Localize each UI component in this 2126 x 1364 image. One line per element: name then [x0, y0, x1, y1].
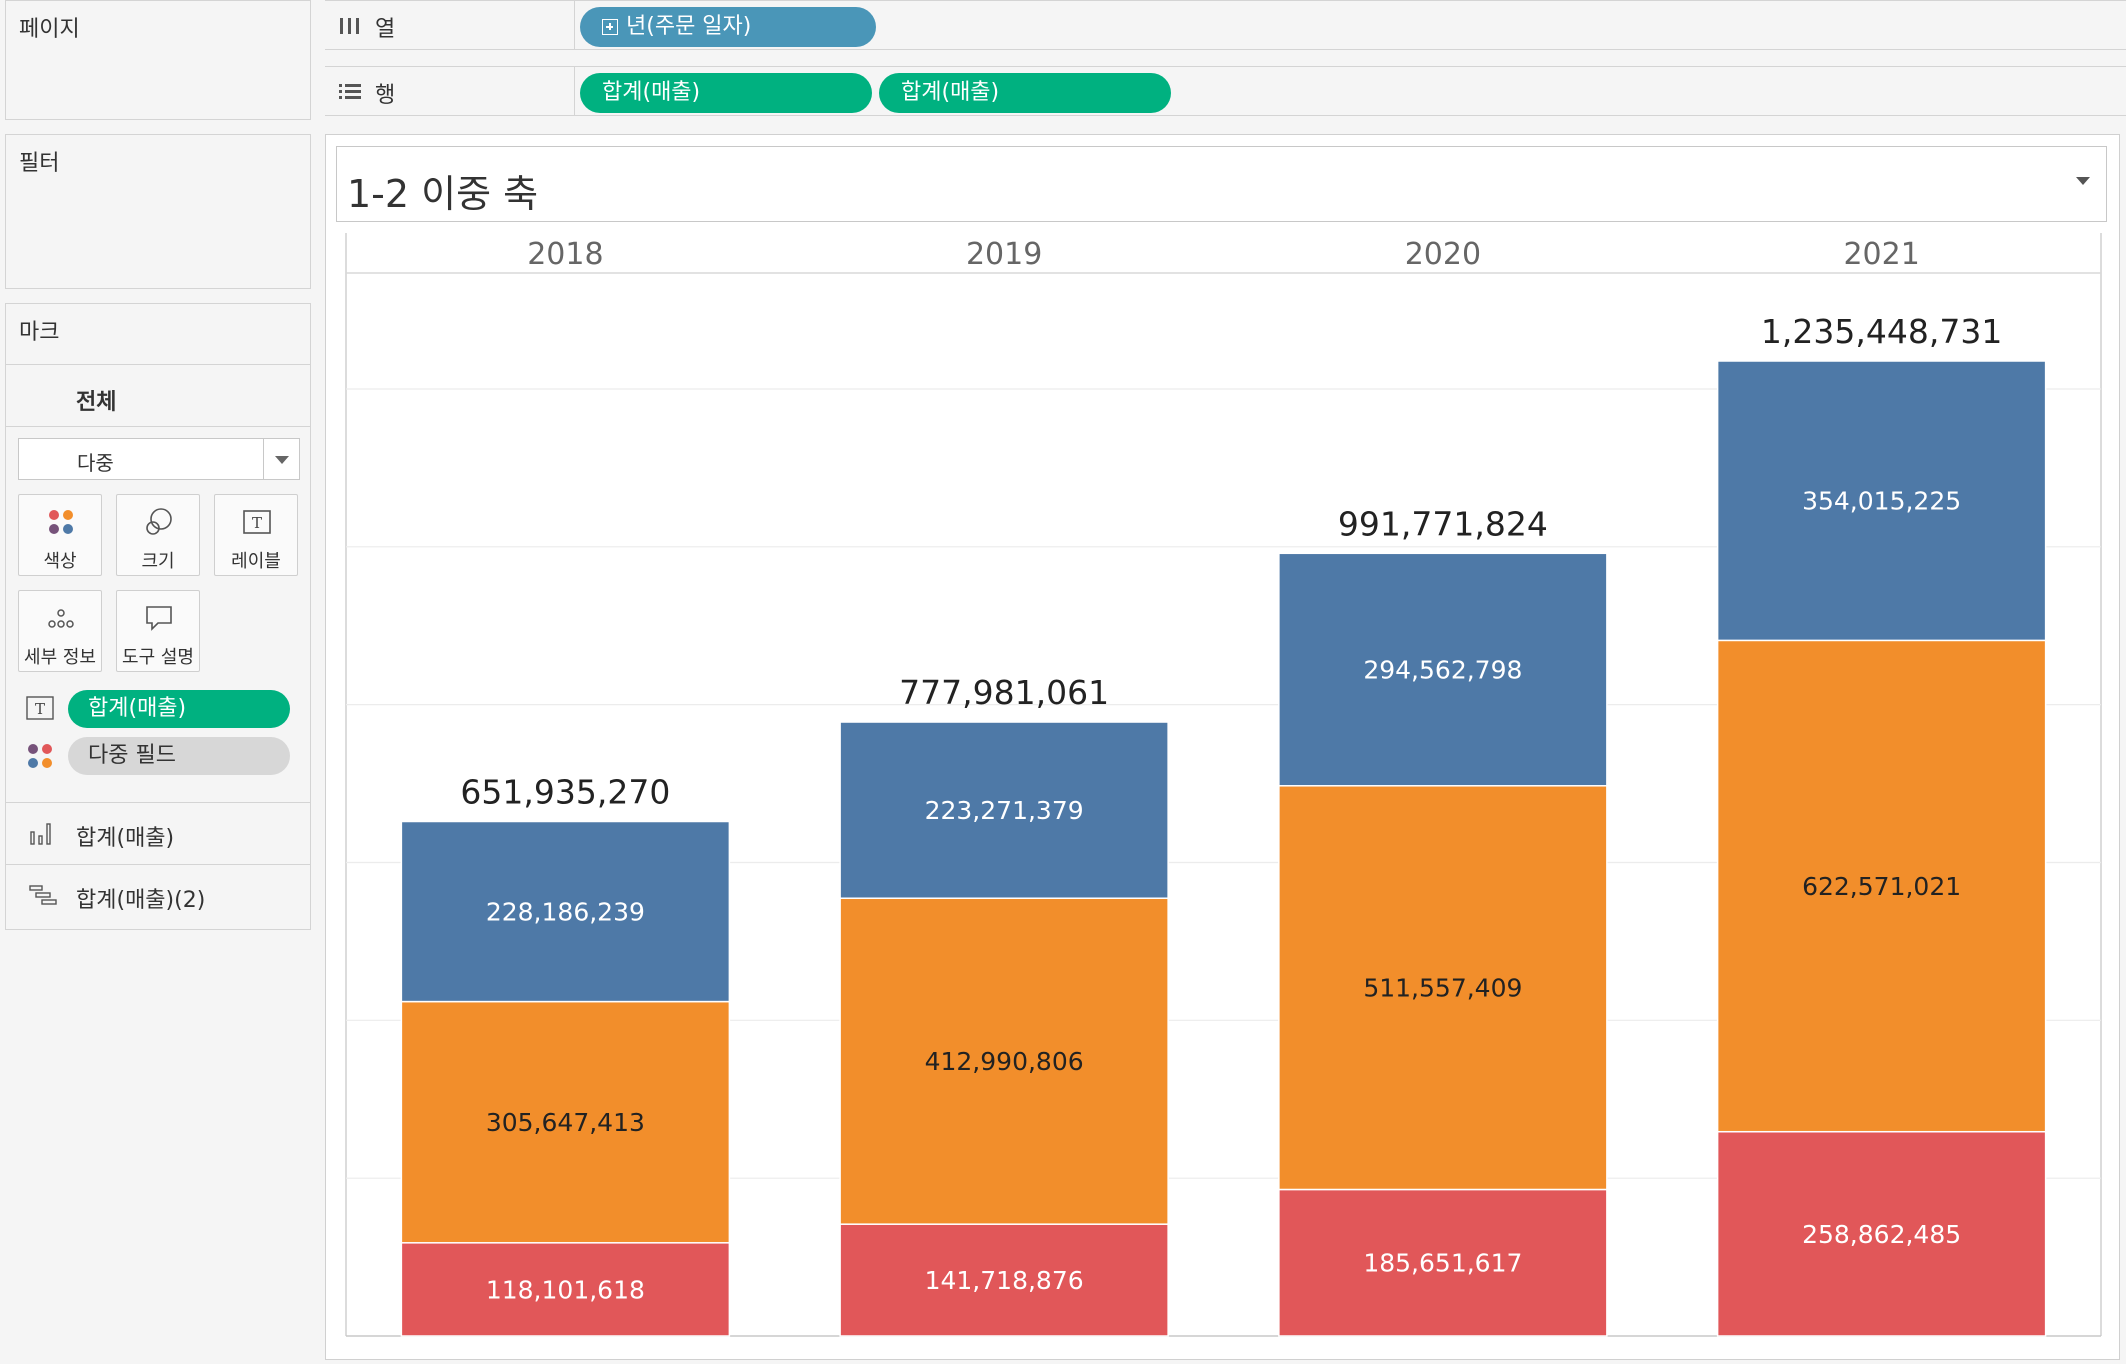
marks-card-all[interactable]: 전체: [76, 390, 117, 415]
pages-title: 페이지: [19, 17, 80, 42]
bar-segment: [400, 1000, 731, 1244]
total-value-label: 651,935,270: [460, 773, 670, 812]
category-label: 2019: [966, 237, 1042, 272]
tooltip-button-label: 도구 설명: [122, 647, 194, 668]
bar-segment: [839, 1223, 1169, 1337]
segment-value-label: 305,647,413: [486, 1108, 645, 1137]
year-order-date-pill-label: 년(주문 일자): [626, 14, 752, 39]
columns-icon: [340, 18, 359, 34]
marks-title: 마크: [19, 320, 60, 345]
text-label-icon: T: [26, 696, 54, 720]
viz-area: 2018 118,101,618 305,647,413 228,186,239 651…: [325, 134, 2120, 1360]
total-value-label: 777,981,061: [899, 673, 1109, 712]
columns-shelf-label-area: 열: [325, 1, 575, 49]
plus-box-icon[interactable]: [602, 19, 618, 35]
speech-bubble-icon: [146, 606, 172, 631]
segment-value-label: 258,862,485: [1802, 1220, 1961, 1249]
svg-text:T: T: [35, 700, 45, 718]
rows-pill-1[interactable]: 합계(매출): [580, 73, 872, 113]
segment-value-label: 622,571,021: [1802, 872, 1961, 901]
rows-shelf-label-area: 행: [325, 67, 575, 115]
marks-card-axis-1[interactable]: 합계(매출): [6, 802, 310, 864]
label-button[interactable]: T 레이블: [214, 494, 298, 576]
year-order-date-pill[interactable]: 년(주문 일자): [580, 7, 876, 47]
segment-value-label: 354,015,225: [1802, 487, 1961, 516]
total-value-label: 991,771,824: [1338, 504, 1548, 543]
segment-value-label: 118,101,618: [486, 1275, 645, 1304]
color-field-pill[interactable]: 다중 필드: [68, 737, 290, 775]
total-value-label: 1,235,448,731: [1761, 312, 2002, 351]
gantt-icon: [29, 885, 57, 905]
bar-segment: [1278, 552, 1608, 787]
bar-segment: [1716, 360, 2047, 642]
label-button-label: 레이블: [231, 551, 281, 572]
color-dots-icon: [28, 744, 52, 768]
segment-value-label: 223,271,379: [925, 796, 1084, 825]
columns-shelf[interactable]: 열 년(주문 일자): [325, 0, 2126, 50]
sheet-title-box[interactable]: 1-2 이중 축: [336, 146, 2107, 222]
rows-shelf[interactable]: 행 합계(매출) 합계(매출): [325, 66, 2126, 116]
detail-button-label: 세부 정보: [24, 647, 96, 668]
bar-segment: [1716, 639, 2047, 1133]
divider: [6, 364, 310, 365]
segment-value-label: 294,562,798: [1363, 656, 1522, 685]
segment-value-label: 511,557,409: [1363, 974, 1522, 1003]
axis-1-label: 합계(매출): [76, 826, 175, 851]
chevron-down-icon[interactable]: [263, 439, 299, 479]
divider: [6, 426, 310, 427]
bar-segment: [1278, 1188, 1608, 1337]
pages-panel[interactable]: 페이지: [5, 0, 311, 120]
bar-segment: [400, 820, 731, 1003]
segment-value-label: 412,990,806: [925, 1047, 1084, 1076]
category-label: 2018: [527, 237, 603, 272]
bar-chart-icon: [30, 823, 51, 845]
bar-segment: [1278, 785, 1608, 1191]
mark-type-value: 다중: [77, 451, 114, 475]
detail-button[interactable]: 세부 정보: [18, 590, 102, 672]
color-button[interactable]: 색상: [18, 494, 102, 576]
category-label: 2020: [1405, 237, 1481, 272]
bar-segment: [839, 897, 1169, 1225]
color-button-label: 색상: [43, 551, 77, 572]
sheet-title: 1-2 이중 축: [347, 172, 539, 216]
category-label: 2021: [1843, 237, 1919, 272]
bar-segment: [1716, 1130, 2047, 1337]
segment-value-label: 141,718,876: [925, 1266, 1084, 1295]
size-circles-icon: [146, 508, 172, 535]
marks-panel: 마크 전체 다중 색상 크기 T 레이블 세부 정보: [5, 303, 311, 930]
rows-pill-2[interactable]: 합계(매출): [879, 73, 1171, 113]
columns-shelf-label: 열: [375, 17, 396, 42]
marks-card-axis-2[interactable]: 합계(매출)(2): [6, 864, 310, 926]
bar-segment: [839, 721, 1169, 899]
rows-shelf-label: 행: [375, 83, 396, 108]
detail-dots-icon: [48, 609, 74, 628]
rows-icon: [339, 84, 361, 99]
axis-2-label: 합계(매출)(2): [76, 888, 206, 913]
bar-segment: [400, 1242, 731, 1337]
segment-value-label: 185,651,617: [1363, 1249, 1522, 1278]
size-button-label: 크기: [141, 551, 175, 572]
color-dots-icon: [49, 510, 73, 534]
tooltip-button[interactable]: 도구 설명: [116, 590, 200, 672]
svg-text:T: T: [252, 514, 262, 532]
text-label-icon: T: [243, 510, 271, 534]
filters-title: 필터: [19, 151, 60, 176]
chevron-down-icon[interactable]: [2076, 177, 2090, 185]
size-button[interactable]: 크기: [116, 494, 200, 576]
mark-type-select[interactable]: 다중: [18, 438, 300, 480]
label-field-pill[interactable]: 합계(매출): [68, 690, 290, 728]
stacked-bar-chart: 2018 118,101,618 305,647,413 228,186,239 651…: [345, 233, 2102, 1337]
segment-value-label: 228,186,239: [486, 898, 645, 927]
filters-panel[interactable]: 필터: [5, 134, 311, 289]
